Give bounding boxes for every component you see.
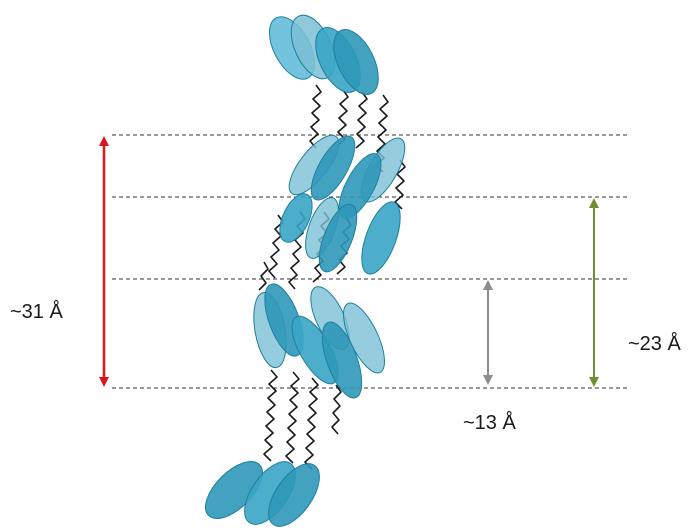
chain bbox=[394, 159, 406, 210]
chain bbox=[336, 89, 349, 147]
dimension-label-31: ~31 Å bbox=[10, 301, 63, 323]
molecule-ellipsoid bbox=[343, 302, 385, 374]
molecule-ellipsoid bbox=[321, 321, 363, 399]
chain bbox=[309, 84, 322, 149]
chain bbox=[355, 91, 368, 149]
molecule-ellipsoid bbox=[268, 463, 320, 527]
chain bbox=[258, 261, 269, 291]
chain bbox=[268, 214, 284, 279]
dimension-label-23: ~23 Å bbox=[628, 333, 681, 355]
molecule-ellipsoid bbox=[279, 193, 313, 243]
dimension-label-13: ~13 Å bbox=[463, 412, 516, 434]
molecule-ellipsoid bbox=[318, 203, 358, 273]
chain bbox=[331, 384, 342, 435]
molecule-ellipsoid bbox=[310, 135, 356, 201]
dimension-arrows bbox=[99, 136, 599, 387]
chain bbox=[263, 369, 278, 462]
chain bbox=[285, 371, 300, 464]
chain bbox=[304, 377, 319, 470]
molecule-ellipsoid bbox=[333, 29, 379, 95]
molecules bbox=[205, 14, 406, 527]
molecule-ellipsoid bbox=[361, 201, 401, 275]
